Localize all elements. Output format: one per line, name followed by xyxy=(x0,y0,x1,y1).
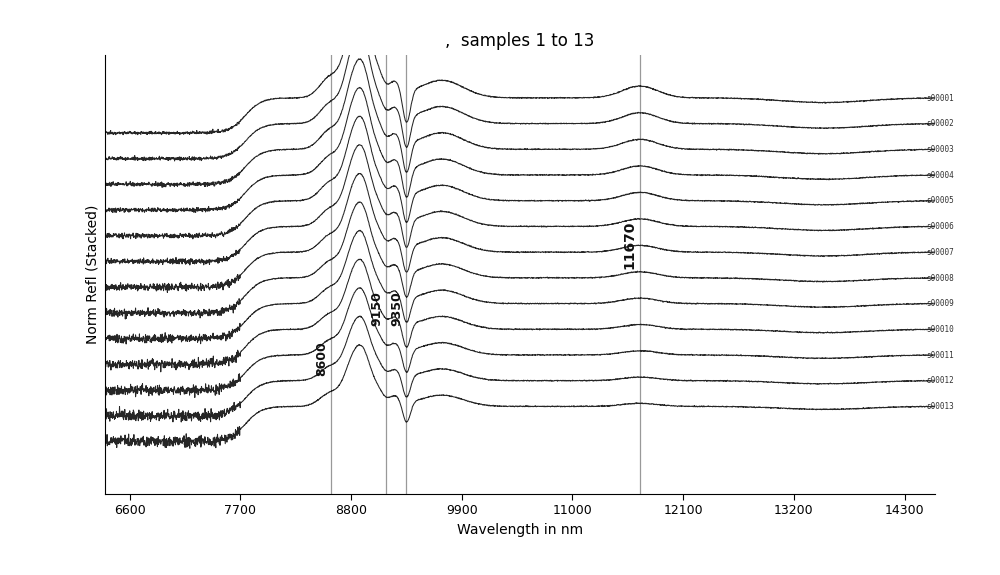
Text: 9150: 9150 xyxy=(370,291,383,326)
Text: s00002: s00002 xyxy=(927,120,954,128)
Text: 8600: 8600 xyxy=(315,342,328,376)
Text: 9350: 9350 xyxy=(390,292,403,326)
Text: s00008: s00008 xyxy=(927,274,954,282)
Text: s00004: s00004 xyxy=(927,171,954,180)
Text: s00005: s00005 xyxy=(927,197,954,205)
Text: s00010: s00010 xyxy=(927,325,954,334)
X-axis label: Wavelength in nm: Wavelength in nm xyxy=(457,523,583,537)
Text: s00012: s00012 xyxy=(927,377,954,385)
Text: s00003: s00003 xyxy=(927,145,954,154)
Title: ,  samples 1 to 13: , samples 1 to 13 xyxy=(445,32,594,50)
Text: s00007: s00007 xyxy=(927,248,954,257)
Text: s00013: s00013 xyxy=(927,402,954,411)
Text: 11670: 11670 xyxy=(623,221,637,269)
Text: s00009: s00009 xyxy=(927,299,954,308)
Text: s00006: s00006 xyxy=(927,222,954,231)
Text: s00001: s00001 xyxy=(927,94,954,103)
Text: s00011: s00011 xyxy=(927,351,954,359)
Y-axis label: Norm Refl (Stacked): Norm Refl (Stacked) xyxy=(85,205,99,344)
